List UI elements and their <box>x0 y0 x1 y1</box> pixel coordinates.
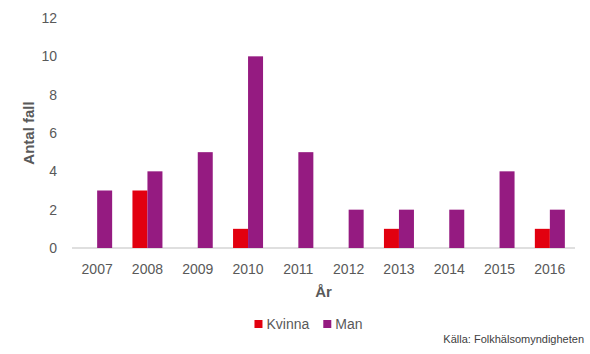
y-tick-label: 12 <box>41 10 57 26</box>
chart: 0 2 4 6 8 10 12 2007 2008 2009 2010 2011 2012 2013 201… <box>0 0 590 354</box>
y-tick-label: 4 <box>49 163 57 179</box>
bar <box>298 152 313 248</box>
y-tick <box>69 18 72 19</box>
x-tick-label: 2012 <box>333 261 364 277</box>
y-tick <box>69 56 72 57</box>
source-note: Källa: Folkhälsomyndigheten <box>443 333 584 345</box>
bar <box>97 191 112 249</box>
legend-swatch <box>254 320 262 328</box>
x-tick-label: 2010 <box>232 261 263 277</box>
bar <box>399 210 414 248</box>
x-tick-label: 2009 <box>182 261 213 277</box>
bar <box>183 248 198 249</box>
bar <box>535 229 550 248</box>
y-tick-label: 10 <box>41 48 57 64</box>
bar <box>485 248 500 249</box>
bar <box>500 171 515 248</box>
bar <box>248 56 263 248</box>
y-tick-label: 0 <box>49 240 57 256</box>
y-tick-label: 6 <box>49 125 57 141</box>
bar <box>550 210 565 248</box>
y-tick <box>69 209 72 210</box>
y-tick <box>69 248 72 249</box>
x-tick-label: 2015 <box>484 261 515 277</box>
bar <box>82 248 97 249</box>
bar <box>233 229 248 248</box>
legend-label: Man <box>335 316 362 332</box>
y-tick <box>69 171 72 172</box>
x-tick-label: 2014 <box>434 261 465 277</box>
bar <box>449 210 464 248</box>
x-tick-label: 2011 <box>283 261 313 277</box>
bar <box>349 210 364 248</box>
y-tick-label: 8 <box>49 87 57 103</box>
bar <box>334 248 349 249</box>
legend-swatch <box>323 320 331 328</box>
x-tick-label: 2008 <box>132 261 163 277</box>
bar <box>283 248 298 249</box>
y-axis-label: Antal fall <box>20 101 37 164</box>
y-tick <box>69 133 72 134</box>
x-tick-label: 2013 <box>383 261 414 277</box>
legend-label: Kvinna <box>266 316 309 332</box>
y-tick-label: 2 <box>49 202 57 218</box>
bar <box>434 248 449 249</box>
bars <box>97 56 565 248</box>
x-tick-label: 2016 <box>534 261 565 277</box>
x-tick-label: 2007 <box>82 261 113 277</box>
bar <box>198 152 213 248</box>
bar <box>132 191 147 249</box>
bar <box>147 171 162 248</box>
legend: Kvinna Man <box>254 316 362 332</box>
y-tick <box>69 94 72 95</box>
bar <box>384 229 399 248</box>
x-axis-label: År <box>315 283 332 300</box>
